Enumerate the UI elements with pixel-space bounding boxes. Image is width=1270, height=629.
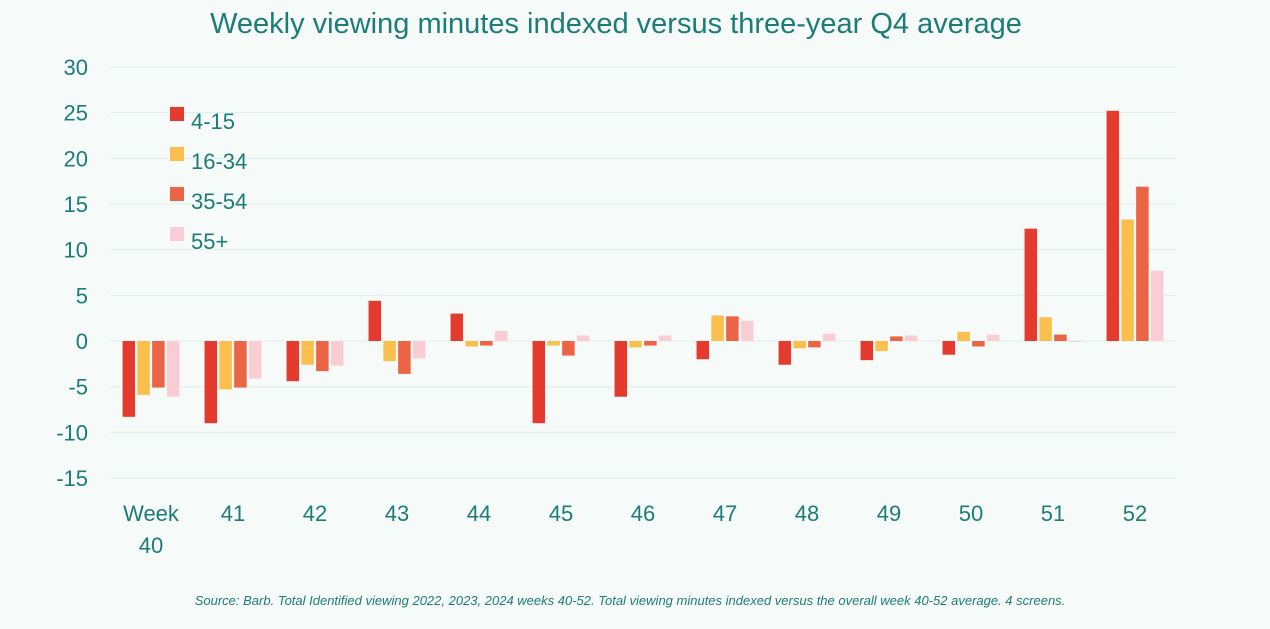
bar-16-34-3	[383, 341, 396, 362]
bar-35-54-5	[562, 341, 575, 356]
bar-35-54-0	[152, 341, 165, 388]
bar-4-15-1	[204, 341, 218, 424]
bar-55+-1	[248, 341, 262, 379]
y-axis: 30 25 20 15 10 5 0 -5 -10 -15	[56, 55, 88, 491]
bar-55+-10	[986, 334, 1000, 341]
y-tick-label: 30	[64, 55, 88, 80]
legend: 4-15 16-34 35-54 55+	[170, 107, 247, 254]
bar-4-15-5	[532, 341, 546, 424]
bar-4-15-2	[286, 341, 300, 382]
bars	[122, 110, 1164, 424]
source-note: Source: Barb. Total Identified viewing 2…	[195, 593, 1066, 608]
x-tick-label: 48	[795, 501, 819, 526]
y-tick-label: -10	[56, 420, 88, 445]
bar-55+-0	[166, 341, 180, 397]
legend-swatch	[170, 187, 184, 201]
bar-35-54-6	[644, 341, 657, 346]
x-tick-label: 44	[467, 501, 491, 526]
x-tick-label: 50	[959, 501, 983, 526]
bar-4-15-0	[122, 341, 136, 417]
bar-16-34-0	[137, 341, 150, 395]
bar-35-54-10	[972, 341, 985, 347]
bar-4-15-12	[1106, 110, 1120, 341]
y-tick-label: 5	[76, 283, 88, 308]
bar-55+-8	[822, 333, 836, 341]
bar-55+-2	[330, 341, 344, 366]
y-tick-label: 20	[64, 146, 88, 171]
legend-swatch	[170, 147, 184, 161]
bar-16-34-6	[629, 341, 642, 348]
bar-4-15-8	[778, 341, 792, 365]
x-tick-label: 41	[221, 501, 245, 526]
x-tick-label: 43	[385, 501, 409, 526]
bar-55+-3	[412, 341, 426, 359]
x-tick-label: 46	[631, 501, 655, 526]
bar-55+-12	[1150, 270, 1164, 341]
bar-35-54-8	[808, 341, 821, 348]
bar-35-54-12	[1136, 186, 1149, 341]
bar-35-54-2	[316, 341, 329, 372]
bar-16-34-12	[1121, 219, 1134, 341]
x-tick-label: 47	[713, 501, 737, 526]
legend-label: 35-54	[191, 189, 247, 214]
bar-4-15-11	[1024, 228, 1038, 341]
bar-4-15-6	[614, 341, 628, 397]
y-tick-label: -5	[68, 375, 88, 400]
bar-16-34-1	[219, 341, 232, 390]
bar-35-54-1	[234, 341, 247, 388]
bar-35-54-9	[890, 336, 903, 341]
bar-16-34-4	[465, 341, 478, 347]
x-tick-label: 52	[1123, 501, 1147, 526]
y-tick-label: 15	[64, 192, 88, 217]
x-axis: Week 40 41 42 43 44 45 46 47 48 49 50 51 52	[123, 501, 1147, 558]
bar-4-15-4	[450, 313, 464, 341]
bar-35-54-7	[726, 316, 739, 341]
bar-16-34-9	[875, 341, 888, 352]
bar-16-34-11	[1039, 317, 1052, 341]
bar-55+-7	[740, 320, 754, 341]
bar-55+-5	[576, 335, 590, 341]
x-tick-label: 49	[877, 501, 901, 526]
x-tick-label: 51	[1041, 501, 1065, 526]
bar-16-34-2	[301, 341, 314, 365]
bar-16-34-8	[793, 341, 806, 349]
x-tick-label: 40	[139, 533, 163, 558]
legend-swatch	[170, 107, 184, 121]
bar-55+-9	[904, 335, 918, 341]
bar-35-54-11	[1054, 334, 1067, 341]
bar-35-54-4	[480, 341, 493, 346]
legend-swatch	[170, 227, 184, 241]
y-tick-label: 25	[64, 101, 88, 126]
bar-55+-4	[494, 330, 508, 341]
x-tick-label: 42	[303, 501, 327, 526]
y-tick-label: 0	[76, 329, 88, 354]
bar-55+-11	[1068, 341, 1082, 342]
legend-label: 55+	[191, 229, 228, 254]
bar-55+-6	[658, 335, 672, 341]
bar-35-54-3	[398, 341, 411, 374]
bar-4-15-3	[368, 300, 382, 341]
bar-16-34-10	[957, 331, 970, 341]
chart-title: Weekly viewing minutes indexed versus th…	[210, 8, 1022, 40]
bar-16-34-7	[711, 315, 724, 341]
legend-label: 16-34	[191, 149, 247, 174]
x-tick-label: Week	[123, 501, 180, 526]
bar-4-15-7	[696, 341, 710, 360]
bar-4-15-9	[860, 341, 874, 361]
gridlines	[110, 66, 1176, 479]
x-tick-label: 45	[549, 501, 573, 526]
y-tick-label: 10	[64, 238, 88, 263]
bar-16-34-5	[547, 341, 560, 346]
legend-label: 4-15	[191, 109, 235, 134]
bar-4-15-10	[942, 341, 956, 355]
y-tick-label: -15	[56, 466, 88, 491]
